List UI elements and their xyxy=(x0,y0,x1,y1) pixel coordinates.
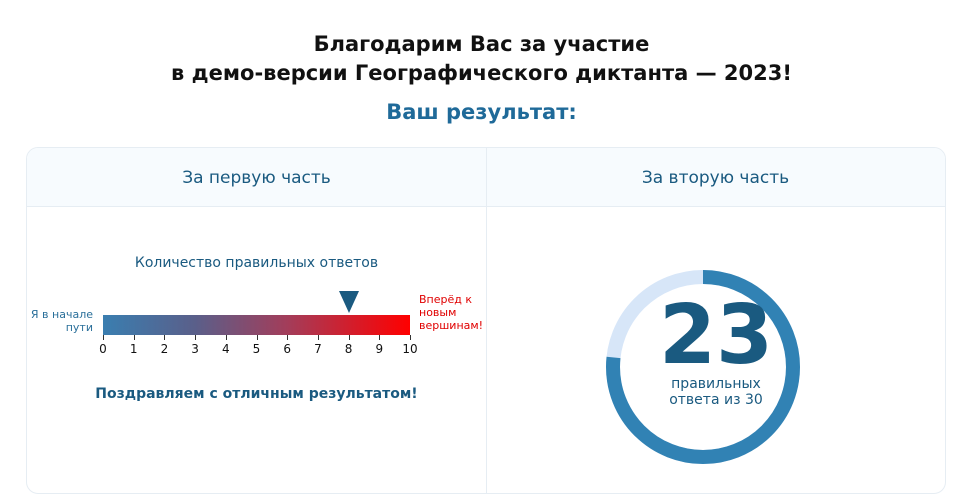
part1-title: За первую часть xyxy=(182,168,331,188)
scale-tick-label: 4 xyxy=(221,342,230,356)
scale-right-label: Вперёд к новым вершинам! xyxy=(419,293,489,332)
scale-right-label-line3: вершинам! xyxy=(419,319,484,332)
scale-left-label-line1: Я в начале xyxy=(30,308,93,321)
scale-tick xyxy=(256,335,258,340)
scale-tick xyxy=(164,335,166,340)
scale-tick-label: 1 xyxy=(129,342,138,356)
results-card: За первую часть За вторую часть Количест… xyxy=(26,147,946,494)
scale-tick xyxy=(287,335,289,340)
scale-tick xyxy=(103,335,104,340)
scale-left-label-line2: пути xyxy=(65,321,93,334)
column-divider xyxy=(486,148,487,493)
scale-tick-label: 6 xyxy=(283,342,292,356)
scale-tick-label: 7 xyxy=(314,342,322,356)
part2-title: За вторую часть xyxy=(641,168,790,188)
scale-tick-label: 10 xyxy=(402,342,418,356)
scale-left-label: Я в начале пути xyxy=(27,308,93,334)
scale-ticks: 0 1 2 3 4 5 6 7 8 9 10 xyxy=(99,335,418,356)
congrats-message: Поздравляем с отличным результатом! xyxy=(95,386,418,402)
page-title-line2: в демо-версии Географического диктанта —… xyxy=(171,61,792,85)
score-ring-fill xyxy=(606,270,800,464)
part2-score: 23 xyxy=(658,288,774,383)
scale-tick-label: 3 xyxy=(191,342,199,356)
scale-tick xyxy=(410,335,411,340)
scale-tick-label: 9 xyxy=(375,342,384,356)
page-title-line1: Благодарим Вас за участие xyxy=(313,32,650,56)
score-marker-icon xyxy=(338,291,359,313)
scale-tick-label: 0 xyxy=(99,342,107,356)
score-ring xyxy=(606,270,800,464)
page-title: Благодарим Вас за участие в демо-версии … xyxy=(0,30,963,88)
scale-tick-label: 8 xyxy=(344,342,353,356)
scale-tick xyxy=(133,335,135,340)
scale-caption: Количество правильных ответов xyxy=(134,255,379,271)
scale-tick xyxy=(348,335,350,340)
scale-tick xyxy=(195,335,197,340)
scale-right-label-line1: Вперёд к xyxy=(419,293,473,306)
scale-tick-label: 2 xyxy=(160,342,169,356)
result-heading: Ваш результат: xyxy=(386,100,577,124)
scale-tick xyxy=(225,335,227,340)
scale-tick xyxy=(317,335,319,340)
scale-tick xyxy=(379,335,381,340)
score-gradient-bar xyxy=(103,315,410,335)
scale-tick-label: 5 xyxy=(252,342,261,356)
part2-caption-line1: правильных xyxy=(671,376,761,392)
part2-caption: правильных ответа из 30 xyxy=(586,376,846,408)
scale-right-label-line2: новым xyxy=(419,306,457,319)
part2-caption-line2: ответа из 30 xyxy=(669,392,763,408)
